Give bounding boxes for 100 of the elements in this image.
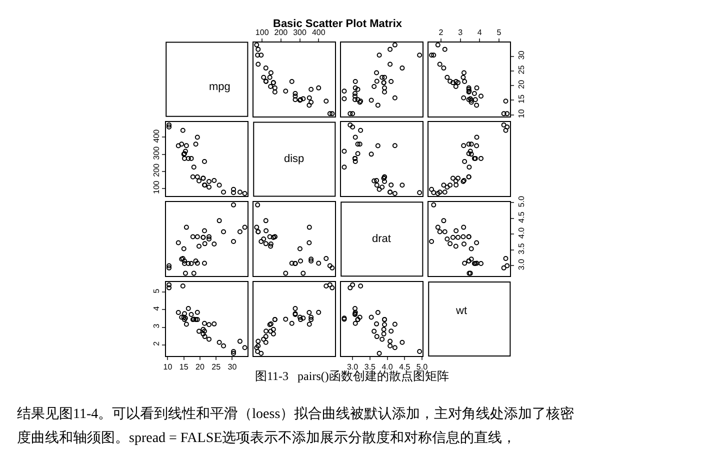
point (202, 320, 207, 326)
x-tick-label: 100 (255, 28, 270, 38)
point (478, 94, 484, 99)
point (462, 159, 468, 164)
point (444, 236, 450, 242)
point (196, 178, 202, 184)
point (352, 310, 358, 315)
point (264, 328, 269, 334)
y-tick-label: 300 (152, 146, 161, 160)
point (437, 62, 442, 67)
point (330, 111, 335, 116)
point (466, 142, 472, 147)
point (182, 311, 188, 316)
point (342, 88, 347, 94)
point (460, 234, 466, 240)
point (289, 260, 294, 266)
y-tick-label: 4.0 (516, 226, 526, 239)
point (368, 314, 374, 320)
point (297, 246, 302, 252)
point (188, 312, 194, 317)
point (442, 190, 448, 195)
point (342, 96, 347, 102)
point (221, 229, 226, 234)
point (258, 350, 264, 356)
point (268, 70, 274, 76)
point (466, 151, 472, 156)
point (382, 74, 388, 80)
point (179, 314, 184, 320)
point (453, 84, 458, 89)
point (196, 328, 202, 334)
point (454, 79, 459, 84)
point (442, 46, 448, 52)
point (194, 134, 200, 140)
point (202, 241, 208, 246)
point (242, 190, 248, 196)
y-tick-label: 400 (152, 128, 161, 143)
point (308, 256, 314, 262)
point (461, 70, 466, 76)
point (348, 111, 353, 116)
point (256, 343, 261, 348)
text: 结果见图11-4。可以看到线性和平滑（loess）拟合曲线被默认添加，主对角线处添加了核密 (17, 406, 574, 422)
point (308, 258, 314, 264)
point (308, 100, 314, 105)
point (357, 314, 362, 320)
point (355, 151, 360, 156)
point (352, 134, 358, 140)
point (330, 265, 335, 270)
point (503, 128, 508, 133)
x-tick-label: 4 (477, 28, 482, 38)
point (454, 228, 459, 234)
point (456, 234, 460, 240)
point (308, 317, 314, 322)
y-tick-label: 3 (152, 323, 161, 328)
point (454, 182, 459, 188)
point (388, 62, 393, 67)
point (374, 182, 380, 188)
point (380, 74, 385, 80)
point (448, 182, 453, 188)
point (348, 122, 353, 128)
point (176, 310, 181, 316)
point (263, 340, 268, 345)
point (206, 322, 212, 328)
point (263, 241, 268, 246)
point (468, 142, 474, 147)
point (388, 328, 394, 334)
point (501, 111, 506, 116)
point (263, 334, 268, 340)
point (306, 224, 312, 230)
point (368, 152, 374, 157)
x-tick-label: 5 (496, 28, 502, 38)
point (292, 94, 298, 99)
point (194, 174, 200, 180)
point (283, 316, 288, 322)
point (388, 343, 393, 348)
point (392, 322, 398, 327)
point (188, 261, 194, 266)
point (431, 202, 436, 208)
caption: 图11-3 pairs()函数创建的散点图矩阵 (255, 369, 449, 383)
point (372, 84, 377, 89)
point (462, 79, 468, 84)
point (388, 338, 393, 344)
point (503, 256, 508, 261)
point (202, 260, 207, 266)
y-tick-label: 100 (152, 180, 161, 194)
point (474, 85, 480, 90)
y-tick-label: 30 (516, 50, 526, 60)
point (355, 97, 360, 102)
point (300, 96, 306, 102)
point (298, 317, 304, 322)
point (206, 236, 212, 242)
point (254, 345, 260, 350)
point (268, 244, 274, 249)
point (261, 336, 266, 342)
x-tick-label: 3 (458, 28, 464, 38)
point (350, 111, 356, 116)
point (231, 350, 236, 356)
point (461, 241, 466, 246)
point (292, 97, 298, 102)
point (330, 285, 335, 290)
point (216, 182, 222, 188)
